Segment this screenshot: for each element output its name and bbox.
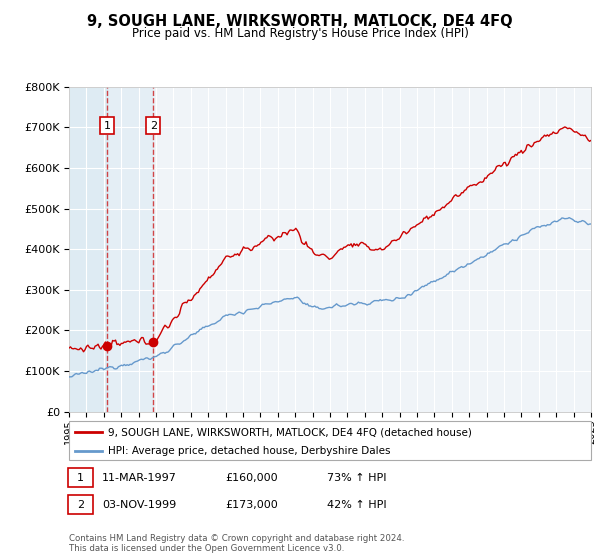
Text: 2: 2: [149, 121, 157, 131]
Text: 03-NOV-1999: 03-NOV-1999: [102, 500, 176, 510]
Text: 42% ↑ HPI: 42% ↑ HPI: [327, 500, 386, 510]
Text: 73% ↑ HPI: 73% ↑ HPI: [327, 473, 386, 483]
Text: 2: 2: [77, 500, 84, 510]
Text: 9, SOUGH LANE, WIRKSWORTH, MATLOCK, DE4 4FQ: 9, SOUGH LANE, WIRKSWORTH, MATLOCK, DE4 …: [87, 14, 513, 29]
Text: £160,000: £160,000: [225, 473, 278, 483]
Text: 11-MAR-1997: 11-MAR-1997: [102, 473, 177, 483]
Text: 1: 1: [77, 473, 84, 483]
Text: Price paid vs. HM Land Registry's House Price Index (HPI): Price paid vs. HM Land Registry's House …: [131, 27, 469, 40]
Text: 9, SOUGH LANE, WIRKSWORTH, MATLOCK, DE4 4FQ (detached house): 9, SOUGH LANE, WIRKSWORTH, MATLOCK, DE4 …: [108, 427, 472, 437]
Text: £173,000: £173,000: [225, 500, 278, 510]
Text: Contains HM Land Registry data © Crown copyright and database right 2024.
This d: Contains HM Land Registry data © Crown c…: [69, 534, 404, 553]
Bar: [69, 87, 107, 412]
Text: HPI: Average price, detached house, Derbyshire Dales: HPI: Average price, detached house, Derb…: [108, 446, 391, 455]
Bar: [107, 87, 153, 412]
Text: 1: 1: [104, 121, 110, 131]
